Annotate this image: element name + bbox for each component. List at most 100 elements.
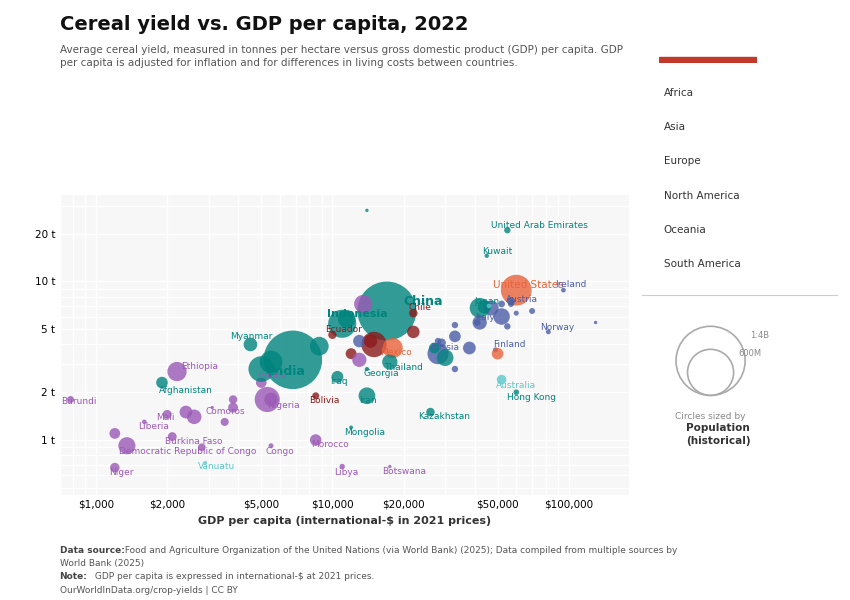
Text: Average cereal yield, measured in tonnes per hectare versus gross domestic produ: Average cereal yield, measured in tonnes… xyxy=(60,45,622,68)
Text: Ecuador: Ecuador xyxy=(325,325,362,334)
Text: Botswana: Botswana xyxy=(382,467,426,476)
Point xyxy=(473,303,486,313)
Text: Russia: Russia xyxy=(430,343,460,352)
Point xyxy=(495,375,508,385)
Point xyxy=(589,318,603,328)
Point xyxy=(331,372,344,382)
Point xyxy=(504,296,518,306)
Point xyxy=(435,338,449,347)
Point xyxy=(431,349,445,358)
Point xyxy=(264,357,278,367)
Point xyxy=(470,318,484,328)
Point xyxy=(557,286,570,295)
Point xyxy=(199,458,212,467)
Text: 1:4B: 1:4B xyxy=(750,331,769,340)
Text: Kuwait: Kuwait xyxy=(482,247,513,256)
Point xyxy=(138,417,151,427)
Text: Population: Population xyxy=(686,423,750,433)
Text: Our World: Our World xyxy=(677,25,737,35)
Point xyxy=(383,462,397,472)
Point xyxy=(489,345,502,355)
Text: Circles sized by: Circles sized by xyxy=(675,412,745,421)
FancyBboxPatch shape xyxy=(659,57,756,63)
Point xyxy=(166,432,179,442)
Point xyxy=(439,353,452,362)
Text: Morocco: Morocco xyxy=(311,440,348,449)
Text: Iraq: Iraq xyxy=(331,377,348,386)
Text: United Arab Emirates: United Arab Emirates xyxy=(491,221,588,230)
Point xyxy=(226,403,240,412)
Point xyxy=(244,340,258,349)
Text: Nigeria: Nigeria xyxy=(267,401,300,410)
Point xyxy=(187,412,201,422)
Point xyxy=(356,299,370,309)
Text: Thailand: Thailand xyxy=(384,362,422,371)
X-axis label: GDP per capita (international-$ in 2021 prices): GDP per capita (international-$ in 2021 … xyxy=(198,516,490,526)
Point xyxy=(480,251,494,260)
Text: Libya: Libya xyxy=(334,469,359,478)
Point xyxy=(504,299,518,309)
Text: (historical): (historical) xyxy=(686,436,751,446)
Text: Niger: Niger xyxy=(109,469,133,478)
Text: 600M: 600M xyxy=(739,349,762,358)
Text: Mali: Mali xyxy=(156,413,175,422)
Point xyxy=(340,314,354,323)
Text: Ethiopia: Ethiopia xyxy=(182,362,218,371)
Point xyxy=(428,343,441,353)
Text: India: India xyxy=(271,365,306,378)
Point xyxy=(313,341,326,351)
Point xyxy=(386,343,400,353)
Point xyxy=(406,308,420,318)
Point xyxy=(326,330,339,340)
Text: Democratic Republic of Congo: Democratic Republic of Congo xyxy=(119,446,257,455)
Text: United States: United States xyxy=(493,280,564,290)
Text: South America: South America xyxy=(664,259,740,269)
Point xyxy=(364,336,377,346)
Point xyxy=(423,407,437,417)
Point xyxy=(360,391,374,401)
Text: in Data: in Data xyxy=(686,41,728,51)
Point xyxy=(344,349,358,358)
Point xyxy=(336,319,349,329)
Point xyxy=(64,395,77,404)
Text: Ireland: Ireland xyxy=(556,280,587,289)
Point xyxy=(195,442,208,452)
Text: Bolivia: Bolivia xyxy=(309,396,340,405)
Point xyxy=(360,364,374,374)
Point xyxy=(383,357,397,367)
Point xyxy=(509,286,523,295)
Point xyxy=(541,327,555,337)
Point xyxy=(509,308,523,318)
Text: Japan: Japan xyxy=(474,296,500,305)
Point xyxy=(501,226,514,235)
Text: Myanmar: Myanmar xyxy=(230,332,273,341)
Point xyxy=(482,301,496,311)
Point xyxy=(495,312,508,322)
Point xyxy=(218,417,231,427)
Text: World Bank (2025): World Bank (2025) xyxy=(60,559,144,568)
Point xyxy=(226,395,240,404)
Text: Oceania: Oceania xyxy=(664,225,706,235)
Text: Iran: Iran xyxy=(360,396,377,405)
Point xyxy=(406,327,420,337)
Text: Vanuatu: Vanuatu xyxy=(198,462,235,471)
Point xyxy=(473,318,486,328)
Text: Australia: Australia xyxy=(496,381,536,390)
Text: Congo: Congo xyxy=(265,446,294,455)
Point xyxy=(484,303,498,313)
Text: Burundi: Burundi xyxy=(61,397,96,406)
Point xyxy=(108,428,122,438)
Point xyxy=(509,388,523,397)
Text: Liberia: Liberia xyxy=(138,422,168,431)
Point xyxy=(448,364,462,374)
Text: Finland: Finland xyxy=(493,340,526,349)
Text: Hong Kong: Hong Kong xyxy=(507,393,557,402)
Text: Comoros: Comoros xyxy=(206,407,245,416)
Point xyxy=(360,206,374,215)
Point xyxy=(309,435,322,445)
Text: Afghanistan: Afghanistan xyxy=(159,386,213,395)
Point xyxy=(206,403,219,412)
Text: Note:: Note: xyxy=(60,572,88,581)
Point xyxy=(478,302,491,311)
Text: Mongolia: Mongolia xyxy=(344,428,385,437)
